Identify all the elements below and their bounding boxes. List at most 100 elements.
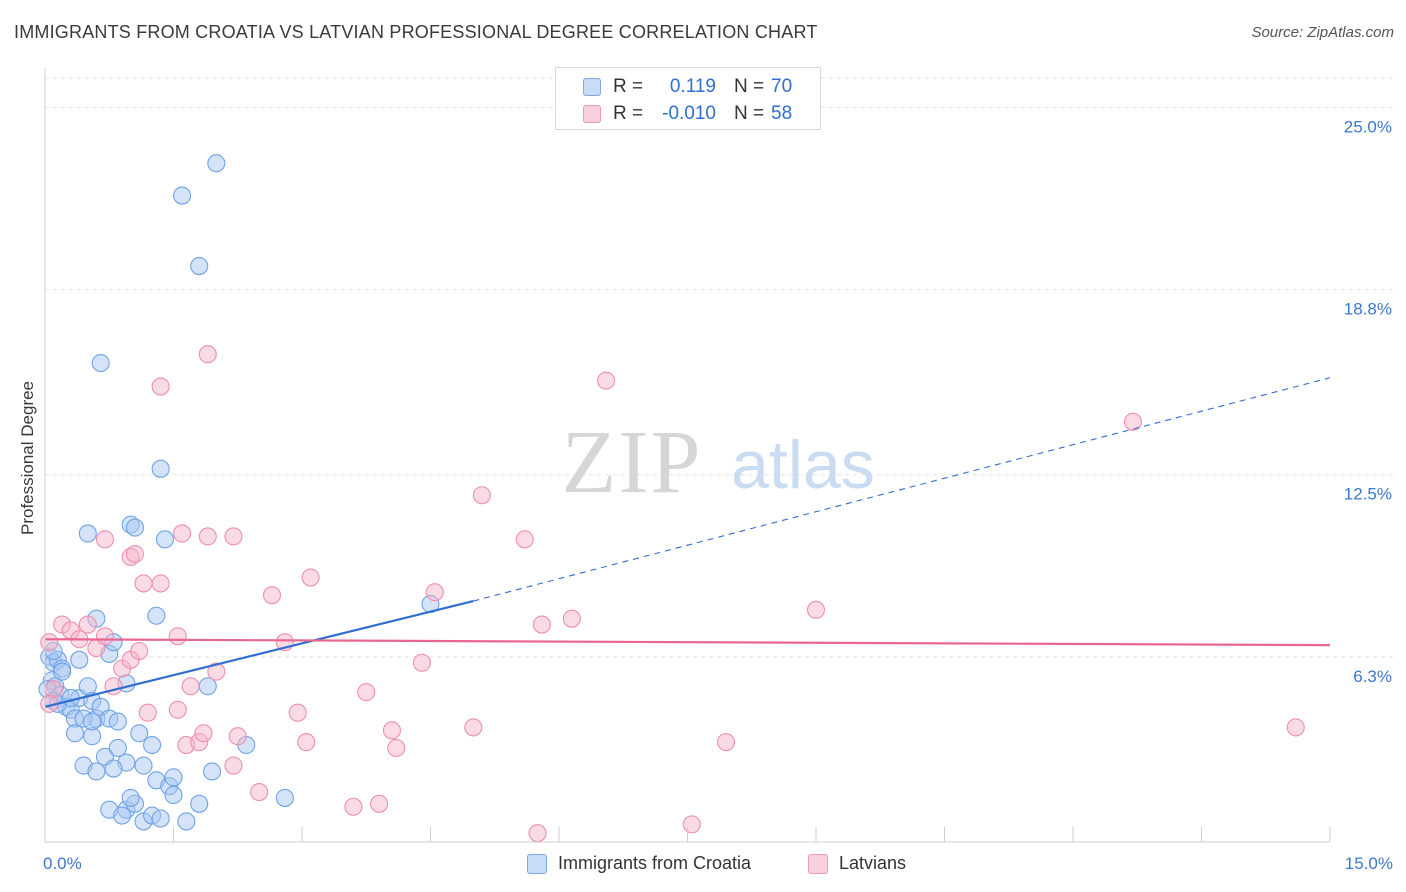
legend-r-label: R = bbox=[613, 76, 644, 97]
data-point bbox=[228, 727, 247, 746]
legend-swatch-latvians bbox=[808, 854, 828, 874]
data-point bbox=[164, 785, 183, 805]
data-point bbox=[412, 653, 431, 672]
legend-swatch-latvians bbox=[583, 105, 601, 123]
data-point bbox=[532, 615, 551, 634]
data-point bbox=[164, 768, 183, 787]
data-point bbox=[108, 738, 127, 758]
x-tick-label: 15.0% bbox=[1345, 854, 1393, 873]
data-point bbox=[113, 806, 132, 825]
data-point bbox=[173, 524, 192, 543]
data-point bbox=[168, 700, 187, 719]
data-point bbox=[78, 524, 97, 543]
data-point bbox=[288, 703, 307, 722]
watermark: ZIP atlas bbox=[562, 413, 875, 512]
legend-swatch-croatia bbox=[583, 78, 601, 96]
data-point bbox=[382, 721, 402, 740]
data-point bbox=[151, 574, 170, 593]
legend-n-value: 70 bbox=[771, 76, 793, 97]
data-point bbox=[121, 788, 140, 807]
chart-title: IMMIGRANTS FROM CROATIA VS LATVIAN PROFE… bbox=[14, 22, 818, 42]
data-point bbox=[65, 724, 85, 743]
data-point bbox=[464, 718, 483, 737]
data-point bbox=[91, 353, 110, 373]
data-point bbox=[78, 615, 97, 634]
data-point bbox=[95, 627, 115, 646]
data-point bbox=[425, 583, 444, 602]
legend-n-label: N = bbox=[734, 76, 765, 97]
data-point bbox=[203, 762, 222, 781]
data-point bbox=[190, 257, 209, 276]
data-point bbox=[224, 756, 243, 775]
data-point bbox=[151, 459, 170, 478]
data-point bbox=[1286, 718, 1305, 737]
data-point bbox=[134, 574, 153, 593]
x-tick-label: 0.0% bbox=[43, 854, 82, 873]
y-tick-label: 12.5% bbox=[1344, 485, 1392, 504]
legend-row-latvians: R = -0.010 N = 58 bbox=[556, 101, 820, 129]
data-point bbox=[40, 633, 59, 652]
data-point bbox=[83, 712, 102, 731]
data-point bbox=[370, 794, 389, 813]
grid-layer bbox=[45, 77, 1395, 658]
data-point bbox=[190, 794, 209, 813]
data-point bbox=[682, 815, 701, 834]
points-layer bbox=[38, 154, 1305, 843]
data-point bbox=[528, 824, 547, 843]
data-point bbox=[108, 712, 127, 731]
data-point bbox=[125, 544, 144, 564]
y-tick-label: 6.3% bbox=[1353, 667, 1392, 686]
data-point bbox=[104, 759, 123, 778]
legend-row-croatia: R = 0.119 N = 70 bbox=[556, 74, 820, 102]
data-point bbox=[562, 609, 581, 628]
data-point bbox=[224, 527, 243, 546]
data-point bbox=[716, 733, 736, 752]
data-point bbox=[472, 486, 491, 505]
data-point bbox=[806, 600, 826, 619]
data-point bbox=[134, 756, 153, 775]
stats-legend: R = 0.119 N = 70 R = -0.010 N = 58 bbox=[555, 67, 821, 130]
data-point bbox=[155, 530, 174, 549]
data-point bbox=[181, 677, 200, 696]
data-point bbox=[151, 377, 170, 396]
data-point bbox=[177, 812, 196, 831]
data-point bbox=[344, 797, 363, 816]
y-tick-label: 25.0% bbox=[1344, 117, 1392, 136]
data-point bbox=[143, 735, 162, 755]
data-point bbox=[198, 677, 217, 696]
watermark-zip: ZIP bbox=[562, 413, 703, 512]
data-point bbox=[387, 738, 406, 758]
data-point bbox=[151, 809, 170, 828]
data-point bbox=[275, 788, 294, 807]
legend-swatch-croatia bbox=[527, 854, 547, 874]
series-legend-label: Latvians bbox=[839, 853, 907, 873]
data-point bbox=[250, 782, 269, 802]
data-point bbox=[301, 568, 320, 587]
latvians-trend-line bbox=[44, 638, 1331, 647]
y-tick-label: 18.8% bbox=[1344, 300, 1392, 319]
data-point bbox=[95, 530, 115, 549]
data-point bbox=[173, 186, 192, 205]
data-point bbox=[147, 606, 166, 625]
data-point bbox=[515, 530, 534, 549]
data-point bbox=[194, 724, 213, 743]
data-point bbox=[87, 762, 106, 781]
legend-r-label: R = bbox=[613, 103, 644, 124]
series-legend-label: Immigrants from Croatia bbox=[558, 853, 752, 873]
croatia-trend-line bbox=[44, 599, 474, 708]
data-point bbox=[357, 683, 376, 702]
trend-layer bbox=[44, 377, 1331, 708]
latvians-points bbox=[40, 345, 1305, 843]
source-credit: Source: ZipAtlas.com bbox=[1251, 24, 1394, 41]
data-point bbox=[262, 586, 282, 605]
data-point bbox=[130, 641, 149, 661]
data-point bbox=[138, 703, 157, 722]
legend-r-value: 0.119 bbox=[669, 76, 716, 97]
data-point bbox=[198, 527, 217, 546]
legend-n-label: N = bbox=[734, 103, 765, 124]
data-point bbox=[597, 371, 616, 390]
data-point bbox=[70, 650, 89, 669]
data-point bbox=[168, 627, 187, 646]
data-point bbox=[125, 518, 144, 537]
